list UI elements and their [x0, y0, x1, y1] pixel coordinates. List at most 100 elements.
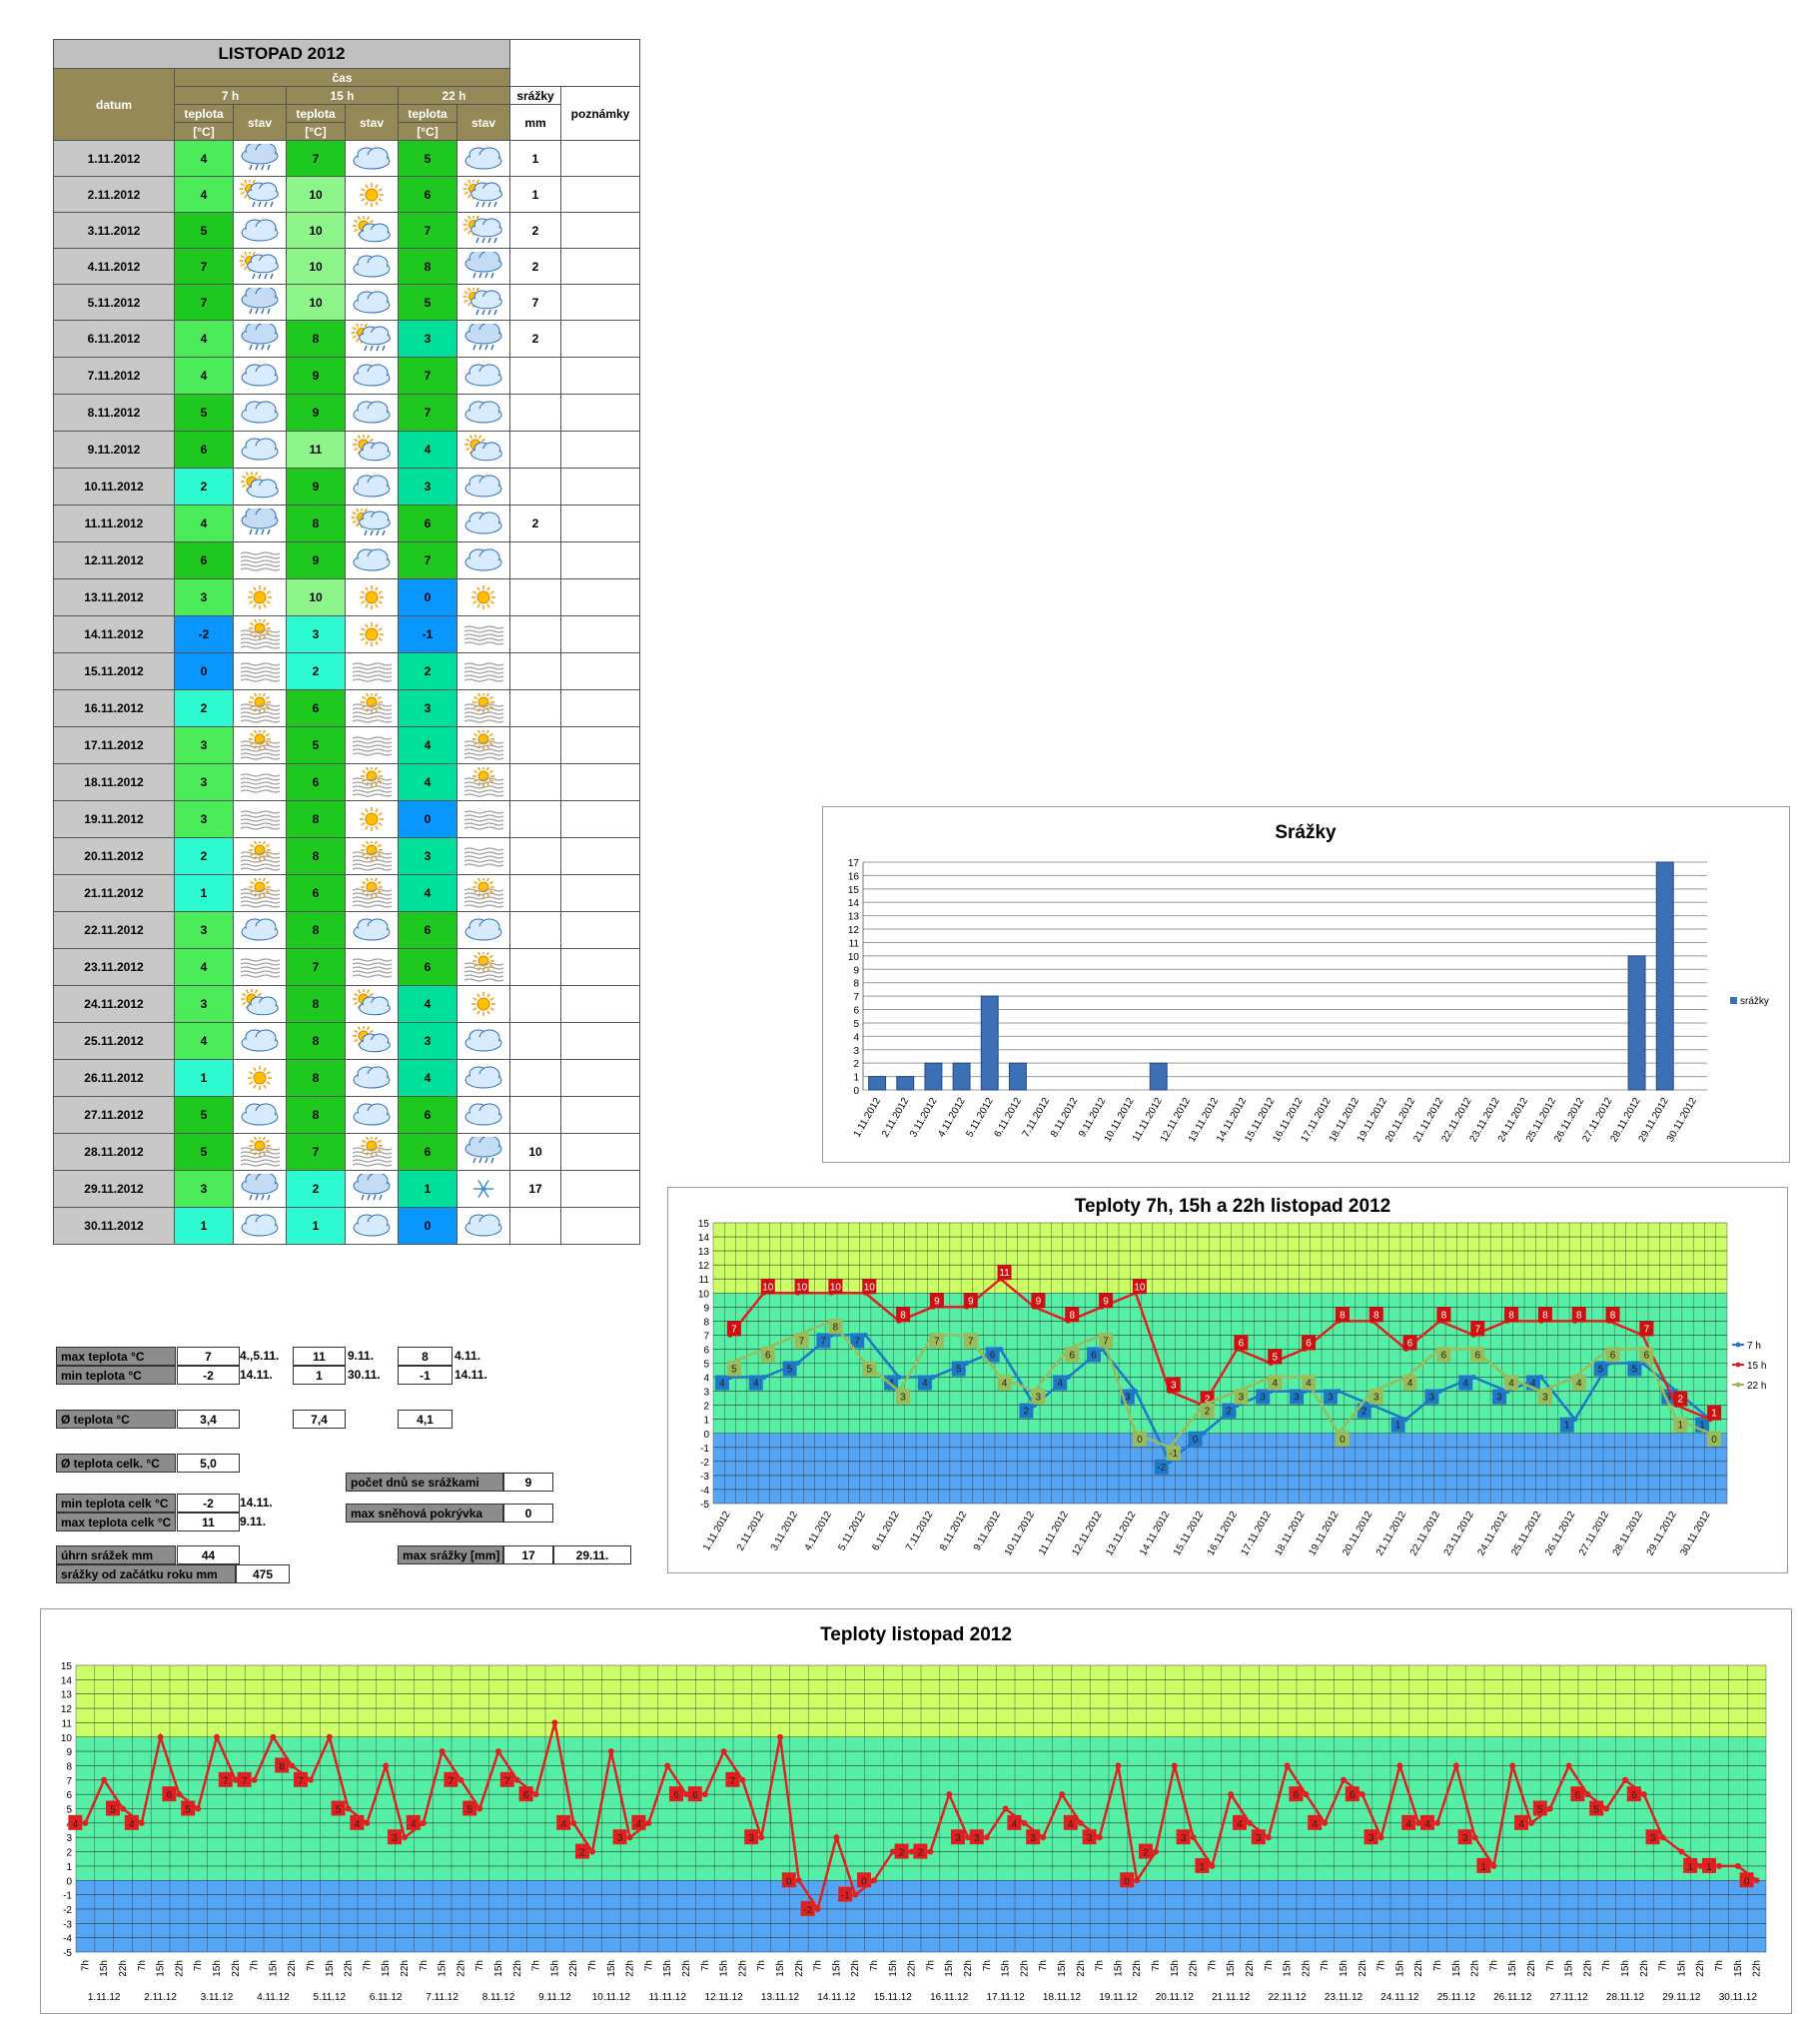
cloud-icon [464, 1029, 502, 1052]
temp22-cell: 4 [398, 985, 457, 1023]
data-point [570, 1819, 577, 1826]
data-label: 6 [167, 1790, 173, 1801]
fog-icon [240, 773, 281, 793]
x-tick-label: 7h [474, 1960, 485, 1971]
x-tick-label: 22h [1752, 1960, 1763, 1977]
x-tick-label: 26.11.2012 [1543, 1510, 1577, 1558]
precip-cell [509, 541, 561, 579]
notes-cell [560, 1170, 640, 1208]
data-label-box [1504, 1375, 1519, 1391]
max15-value: 11 [293, 1347, 346, 1366]
max15-date: 9.11. [348, 1349, 375, 1363]
data-label-box [1031, 1389, 1046, 1405]
table-row: 28.11.2012 5 7 6 10 [53, 1133, 640, 1171]
state7-cell [233, 1133, 287, 1171]
y-tick-label: 9 [853, 965, 859, 976]
y-tick-label: -1 [63, 1891, 72, 1902]
data-label: 7 [1644, 1324, 1650, 1335]
data-label-box [969, 1829, 984, 1845]
y-tick-label: 7 [66, 1776, 72, 1787]
data-point [1040, 1834, 1047, 1841]
temp7-cell: 6 [174, 541, 234, 579]
data-label-box [744, 1829, 759, 1845]
data-label-box [106, 1800, 120, 1816]
fog-icon [240, 662, 281, 682]
state15-cell [345, 176, 399, 213]
cloud-icon [241, 1029, 279, 1052]
data-label: 1 [1687, 1862, 1693, 1873]
date-cell: 12.11.2012 [53, 541, 175, 579]
x-tick-label: 23.11.2012 [1442, 1510, 1476, 1558]
fog-icon [463, 625, 504, 645]
table-row: 10.11.2012 2 9 3 [53, 468, 640, 506]
y-tick-label: 9 [66, 1747, 72, 1758]
sunfog-icon [352, 693, 393, 723]
temp7-cell: 3 [174, 1170, 234, 1208]
temp15-cell: 8 [286, 837, 346, 875]
data-point [1228, 1791, 1235, 1798]
data-point [607, 1748, 614, 1755]
data-label-box [896, 1389, 911, 1405]
data-label: 6 [1350, 1790, 1356, 1801]
cloud-icon [353, 475, 391, 498]
data-point [1734, 1862, 1741, 1869]
notes-cell [560, 505, 640, 542]
data-point [1509, 1762, 1516, 1769]
data-label: 2 [1143, 1848, 1149, 1859]
y-tick-label: 12 [61, 1704, 73, 1715]
data-point [439, 1748, 446, 1755]
temp15-cell: 8 [286, 505, 346, 542]
data-label-box [444, 1771, 458, 1787]
data-point [289, 1762, 296, 1769]
data-label: 4 [1002, 1379, 1008, 1390]
temp7-cell: 3 [174, 578, 234, 616]
data-label-box [631, 1814, 646, 1830]
x-tick-label: 7h [1714, 1960, 1725, 1971]
unit-header-22: [°C] [398, 122, 457, 141]
data-label-box [1256, 1389, 1271, 1405]
state7-cell [233, 874, 287, 912]
state-header-22: stav [456, 104, 510, 141]
state15-cell [345, 320, 399, 358]
data-label: 5 [1632, 1365, 1638, 1376]
date-cell: 3.11.2012 [53, 212, 175, 249]
x-tick-label: 7h [1658, 1960, 1669, 1971]
x-tick-label: 15h [1676, 1960, 1687, 1977]
data-label-box [828, 1319, 843, 1335]
state15-cell [345, 1022, 399, 1060]
data-label: 3 [1036, 1393, 1042, 1404]
precip-bar [1008, 1062, 1027, 1091]
data-point [157, 1733, 164, 1740]
temp7-cell: 4 [174, 948, 234, 986]
table-row: 22.11.2012 3 8 6 [53, 911, 640, 949]
date-cell: 6.11.2012 [53, 320, 175, 358]
data-label-box [1470, 1321, 1485, 1337]
data-label-box [1268, 1375, 1283, 1391]
temp7-cell: 5 [174, 394, 234, 432]
x-tick-label: 15h [1733, 1960, 1744, 1977]
y-tick-label: 6 [853, 1006, 859, 1017]
data-point [983, 1834, 990, 1841]
fog-icon [240, 551, 281, 571]
x-tick-label: 15h [381, 1960, 392, 1977]
x-tick-label: 28.11.2012 [1611, 1510, 1645, 1558]
y-tick-label: 16 [848, 871, 860, 882]
data-label-box [1492, 1389, 1507, 1405]
precip-header: srážky [509, 86, 561, 105]
data-label: 2 [1205, 1407, 1211, 1418]
data-label: 3 [392, 1833, 398, 1844]
temp7-cell: 1 [174, 1059, 234, 1097]
data-label: 5 [1598, 1365, 1604, 1376]
precip-cell [509, 800, 561, 838]
date-cell: 9.11.2012 [53, 431, 175, 469]
precip-cell [509, 394, 561, 432]
data-label-box [181, 1800, 196, 1816]
precip-cell [509, 689, 561, 727]
data-label: 4 [636, 1819, 642, 1830]
date-cell: 23.11.2012 [53, 948, 175, 986]
rain-icon [241, 324, 279, 351]
x-tick-label: 24.11.2012 [1475, 1510, 1509, 1558]
data-label-box [1626, 1786, 1641, 1802]
data-point [120, 1805, 126, 1812]
data-label-box [1335, 1307, 1350, 1323]
